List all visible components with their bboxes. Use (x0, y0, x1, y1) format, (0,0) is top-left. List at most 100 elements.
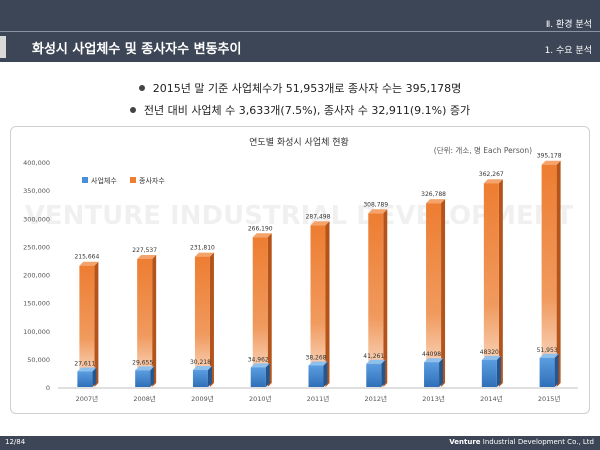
company-name: Venture Industrial Development Co., Ltd (449, 438, 594, 446)
employees-bar (137, 259, 153, 387)
x-tick-label: 2013년 (422, 394, 445, 403)
bullet-item: 전년 대비 사업체 수 3,633개(7.5%), 종사자 수 32,911(9… (0, 100, 600, 122)
y-tick-label: 350,000 (23, 187, 50, 195)
employees-bar (368, 213, 384, 387)
footer-bar: 12/84 Venture Industrial Development Co.… (0, 436, 600, 450)
y-tick-label: 100,000 (23, 328, 50, 336)
business-bar-top (192, 366, 212, 371)
employees-bar-side (441, 199, 446, 387)
chart-watermark: VENTURE INDUSTRIAL DEVELOPMENT (25, 201, 574, 231)
employees-bar-side (498, 179, 503, 387)
business-bar-side (265, 363, 270, 387)
business-value-label: 38,268 (306, 354, 327, 361)
x-tick-label: 2009년 (191, 394, 214, 403)
employees-bar-side (325, 221, 330, 387)
y-tick-label: 0 (46, 384, 50, 392)
page-number: 12/84 (5, 438, 26, 446)
business-bar (192, 370, 208, 387)
employees-bar-side (94, 261, 99, 387)
y-tick-label: 300,000 (23, 215, 50, 223)
y-axis: 0 50,000 100,000 150,000 200,000 250,000 300,0… (23, 159, 50, 392)
employees-bar-top (541, 160, 561, 165)
business-bar-top (366, 359, 386, 364)
employees-value-label: 215,664 (74, 254, 99, 261)
business-bar (77, 371, 93, 387)
business-value-label: 34,962 (248, 356, 269, 363)
company-name-bold: Venture (449, 438, 481, 446)
business-bar-side (323, 361, 328, 387)
business-bar-top (481, 355, 501, 360)
business-bar-side (150, 366, 155, 387)
employees-value-label: 231,810 (190, 245, 215, 252)
employees-bar (426, 203, 442, 387)
employees-bar-top (79, 261, 99, 266)
employees-bar (252, 237, 268, 387)
employees-value-label: 326,788 (421, 191, 446, 198)
y-tick-label: 200,000 (23, 272, 50, 280)
business-bar-top (308, 361, 328, 366)
business-bar-top (539, 353, 559, 358)
legend-swatch (130, 177, 136, 183)
subsection-label: 1. 수요 분석 (544, 46, 592, 56)
company-name-rest: Industrial Development Co., Ltd (480, 438, 594, 446)
employees-bar (194, 256, 210, 387)
business-bar (135, 370, 151, 387)
business-bar (250, 367, 266, 387)
bars-group: 215,664 27,611 227,537 29,655 231,810 30,218 2… (74, 153, 562, 387)
employees-bar (79, 265, 95, 387)
x-tick-label: 2007년 (76, 394, 99, 403)
business-bar (539, 357, 555, 387)
business-value-label: 44098 (422, 351, 441, 358)
x-axis: 2007년 2008년 2009년 2010년 2011년 2012년 2013년 2014년… (58, 387, 578, 403)
bullet-text: 2015년 말 기준 사업체수가 51,953개로 종사자 수는 395,178… (152, 82, 462, 95)
x-tick-label: 2014년 (480, 394, 503, 403)
employees-bar (541, 164, 557, 387)
employees-bar (483, 183, 499, 387)
header-divider (0, 31, 600, 32)
bullet-item: 2015년 말 기준 사업체수가 51,953개로 종사자 수는 395,178… (0, 78, 600, 100)
business-value-label: 48320 (480, 349, 499, 356)
employees-bar-top (310, 221, 330, 226)
y-tick-label: 50,000 (27, 356, 50, 364)
employees-bar-top (426, 199, 446, 204)
business-bar-side (554, 353, 559, 387)
legend-label: 사업체수 (91, 176, 117, 185)
legend-swatch (82, 177, 88, 183)
business-bar (424, 362, 440, 387)
employees-value-label: 362,267 (479, 171, 504, 178)
employees-bar-side (556, 160, 561, 387)
business-bar-side (207, 366, 212, 387)
employees-bar-side (267, 233, 272, 387)
business-bar-side (496, 355, 501, 387)
business-value-label: 30,218 (190, 359, 211, 366)
title-accent (0, 36, 6, 58)
section-label: Ⅱ. 환경 분석 (545, 20, 592, 30)
employees-bar-side (383, 209, 388, 387)
summary-bullets: 2015년 말 기준 사업체수가 51,953개로 종사자 수는 395,178… (0, 78, 600, 122)
legend-label: 종사자수 (139, 176, 165, 185)
x-tick-label: 2012년 (365, 394, 388, 403)
bar-chart: VENTURE INDUSTRIAL DEVELOPMENT 연도별 화성시 사… (23, 137, 578, 403)
employees-value-label: 266,190 (248, 225, 273, 232)
bullet-dot-icon (138, 85, 145, 91)
employees-bar (310, 225, 326, 387)
employees-bar-top (137, 255, 157, 260)
chart-legend: 사업체수 종사자수 (82, 176, 165, 185)
business-value-label: 27,611 (74, 360, 95, 367)
bullet-text: 전년 대비 사업체 수 3,633개(7.5%), 종사자 수 32,911(9… (143, 104, 471, 117)
header-bar: Ⅱ. 환경 분석 화성시 사업체수 및 종사자수 변동추이 1. 수요 분석 (0, 0, 600, 62)
employees-bar-top (194, 252, 214, 257)
x-tick-label: 2010년 (249, 394, 272, 403)
employees-bar-side (152, 255, 157, 387)
business-bar (481, 359, 497, 387)
x-tick-label: 2015년 (538, 394, 561, 403)
bullet-dot-icon (129, 107, 136, 113)
business-bar (308, 365, 324, 387)
chart-title: 연도별 화성시 사업체 현황 (249, 137, 349, 148)
business-bar-side (439, 358, 444, 387)
business-bar-side (92, 367, 97, 387)
business-bar-side (381, 359, 386, 387)
business-bar-top (135, 366, 155, 371)
x-tick-label: 2011년 (307, 394, 330, 403)
business-value-label: 41,261 (363, 353, 384, 360)
